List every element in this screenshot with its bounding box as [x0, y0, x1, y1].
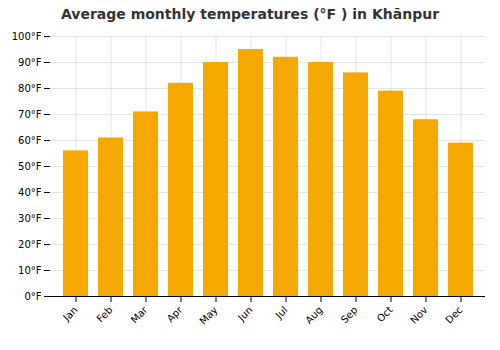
svg-text:10°F: 10°F [18, 265, 42, 276]
svg-text:May: May [197, 304, 219, 326]
svg-text:100°F: 100°F [12, 31, 42, 42]
svg-text:20°F: 20°F [18, 239, 42, 250]
svg-text:40°F: 40°F [18, 187, 42, 198]
svg-text:30°F: 30°F [18, 213, 42, 224]
svg-text:Apr: Apr [165, 304, 186, 325]
svg-text:0°F: 0°F [24, 291, 41, 302]
svg-text:70°F: 70°F [18, 109, 42, 120]
html-text:Average monthly temperatures (: Average monthly temperatures (°F ) in Kh… [60, 6, 439, 22]
svg-text:Jan: Jan [60, 304, 79, 323]
svg-text:Aug: Aug [303, 304, 325, 326]
svg-text:Oct: Oct [375, 304, 395, 324]
svg-text:Dec: Dec [443, 304, 464, 325]
svg-text:Mar: Mar [129, 304, 151, 326]
svg-text:90°F: 90°F [18, 57, 42, 68]
svg-text:60°F: 60°F [18, 135, 42, 146]
svg-text:Jul: Jul [273, 304, 290, 321]
svg-text:Feb: Feb [94, 304, 114, 324]
svg-text:Nov: Nov [408, 304, 430, 326]
svg-text:Sep: Sep [339, 304, 360, 325]
svg-text:50°F: 50°F [18, 161, 42, 172]
svg-text:80°F: 80°F [18, 83, 42, 94]
svg-text:Jun: Jun [235, 304, 255, 324]
